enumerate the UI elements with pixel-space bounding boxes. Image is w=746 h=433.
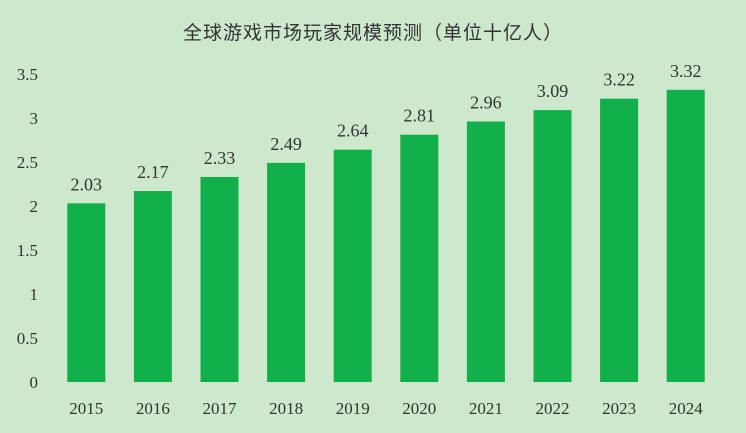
bar <box>666 89 705 382</box>
bar <box>267 162 306 382</box>
data-label: 2.03 <box>71 174 103 194</box>
bar <box>400 134 439 382</box>
data-label: 2.49 <box>270 134 302 154</box>
data-label: 2.17 <box>137 162 169 182</box>
x-tick-label: 2021 <box>469 399 503 418</box>
y-tick-label: 0.5 <box>17 329 38 348</box>
data-label: 3.32 <box>670 61 702 81</box>
x-tick-label: 2024 <box>669 399 704 418</box>
data-label: 2.81 <box>404 106 436 126</box>
data-label: 2.33 <box>204 148 236 168</box>
y-tick-label: 0 <box>30 373 39 392</box>
x-tick-label: 2022 <box>536 399 570 418</box>
data-label: 3.09 <box>537 81 569 101</box>
data-label: 2.96 <box>470 93 502 113</box>
y-tick-label: 2.5 <box>17 153 38 172</box>
x-axis: 2015 2016 2017 2018 2019 2020 2021 2022 2023 2024 <box>69 399 703 418</box>
y-tick-label: 2 <box>30 197 39 216</box>
bar <box>133 191 172 382</box>
y-tick-label: 1.5 <box>17 241 38 260</box>
bar <box>533 110 572 382</box>
bar <box>67 203 106 382</box>
x-tick-label: 2019 <box>336 399 370 418</box>
bar-series <box>67 89 705 383</box>
x-tick-label: 2018 <box>269 399 303 418</box>
bar <box>600 98 639 382</box>
y-axis: 0 0.5 1 1.5 2 2.5 3 3.5 <box>17 65 38 392</box>
y-tick-label: 3 <box>30 109 39 128</box>
x-tick-label: 2023 <box>602 399 636 418</box>
bar <box>333 149 372 382</box>
y-tick-label: 3.5 <box>17 65 38 84</box>
x-tick-label: 2015 <box>69 399 103 418</box>
data-label: 2.64 <box>337 121 369 141</box>
x-tick-label: 2020 <box>402 399 436 418</box>
x-tick-label: 2017 <box>203 399 238 418</box>
data-label: 3.22 <box>603 70 635 90</box>
data-labels: 2.03 2.17 2.33 2.49 2.64 2.81 2.96 3.09 3.22 3.32 <box>71 61 702 195</box>
x-tick-label: 2016 <box>136 399 170 418</box>
bar <box>200 176 239 382</box>
chart-title: 全球游戏市场玩家规模预测（单位十亿人） <box>182 22 563 44</box>
bar <box>466 121 505 383</box>
y-tick-label: 1 <box>30 285 39 304</box>
